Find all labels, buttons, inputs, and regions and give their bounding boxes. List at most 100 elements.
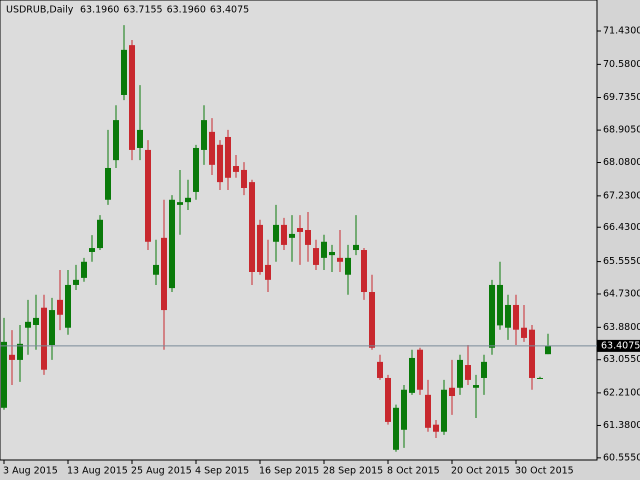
candle-body [481,361,487,378]
candle-body [321,241,327,258]
x-tick-label: 30 Oct 2015 [515,466,574,477]
candle-body [241,169,247,189]
price-label: 63.4075 [601,340,640,351]
y-tick-label: 64.7300 [603,288,640,299]
candle-body [449,387,455,397]
candle-body [497,284,503,326]
y-tick-label: 70.5800 [603,59,640,70]
candle-body [33,317,39,325]
y-tick-label: 68.0800 [603,157,640,168]
header-value: 63.1960 [167,5,206,16]
candle-body [473,385,479,388]
price-label-box [597,339,640,352]
x-tick-label: 8 Oct 2015 [387,466,440,477]
x-tick-label: 28 Sep 2015 [323,466,383,477]
candle-body [217,144,223,183]
candle-body [337,257,343,262]
x-tick-label: 16 Sep 2015 [259,466,319,477]
candle-body [465,365,471,380]
candle-body [489,284,495,348]
candle-body [49,310,55,345]
x-tick-label: 25 Aug 2015 [131,466,192,477]
candle-body [161,237,167,311]
y-tick-label: 61.3800 [603,420,640,431]
candle-body [329,251,335,256]
candle-body [193,147,199,192]
candle-body [17,343,23,360]
header-value: 63.4075 [210,5,249,16]
candle-body [201,120,207,150]
header-value: 63.1960 [80,5,119,16]
candle-body [297,228,303,232]
candle-body [537,377,543,379]
y-tick-label: 65.5550 [603,256,640,267]
candle-body [369,292,375,348]
candle-body [441,389,447,432]
header-value: 63.7155 [123,5,162,16]
candle-body [41,307,47,370]
y-tick-label: 67.2300 [603,190,640,201]
candle-body [433,424,439,432]
candle-body [257,224,263,272]
candle-body [377,361,383,378]
candle-body [177,202,183,205]
candle-body [121,49,127,95]
candle-body [113,120,119,161]
candle-body [73,279,79,285]
candle-body [249,182,255,272]
y-tick-label: 71.4300 [603,26,640,37]
candle-body [1,341,7,408]
candle-body [353,244,359,251]
candle-body [505,304,511,328]
candle-body [105,167,111,200]
y-tick-label: 68.9050 [603,125,640,136]
x-tick-label: 4 Sep 2015 [195,466,249,477]
candle-body [169,199,175,289]
candle-body [345,257,351,275]
candle-body [25,321,31,328]
y-tick-label: 60.5550 [603,452,640,463]
candle-body [385,377,391,422]
candle-body [529,329,535,378]
candle-body [305,230,311,245]
candle-body [137,129,143,148]
x-tick-label: 13 Aug 2015 [67,466,128,477]
candle-body [225,136,231,178]
candle-body [81,261,87,278]
candle-body [457,359,463,388]
candle-body [265,264,271,280]
candle-body [361,250,367,293]
x-tick-label: 3 Aug 2015 [3,466,58,477]
candle-body [153,264,159,275]
candle-body [289,233,295,238]
candle-body [409,357,415,393]
y-tick-label: 63.0550 [603,354,640,365]
candle-body [521,327,527,338]
y-tick-label: 69.7350 [603,92,640,103]
candle-body [417,349,423,390]
candle-body [65,284,71,328]
candle-body [273,224,279,242]
candle-body [233,166,239,172]
candle-body [393,407,399,450]
candle-body [9,354,15,360]
candle-body [129,45,135,150]
candle-body [57,299,63,315]
candle-body [281,224,287,245]
candle-body [97,219,103,249]
y-tick-label: 66.4300 [603,222,640,233]
candle-body [401,389,407,430]
candle-body [185,197,191,203]
x-tick-label: 20 Oct 2015 [451,466,510,477]
candle-body [313,248,319,265]
y-tick-label: 63.8800 [603,322,640,333]
candle-body [545,345,551,355]
candle-body [513,304,519,330]
y-tick-label: 62.2100 [603,387,640,398]
candle-body [209,131,215,165]
candle-body [425,394,431,428]
candle-body [145,149,151,242]
chart-title: USDRUB,Daily [6,5,74,16]
candle-body [89,248,95,252]
